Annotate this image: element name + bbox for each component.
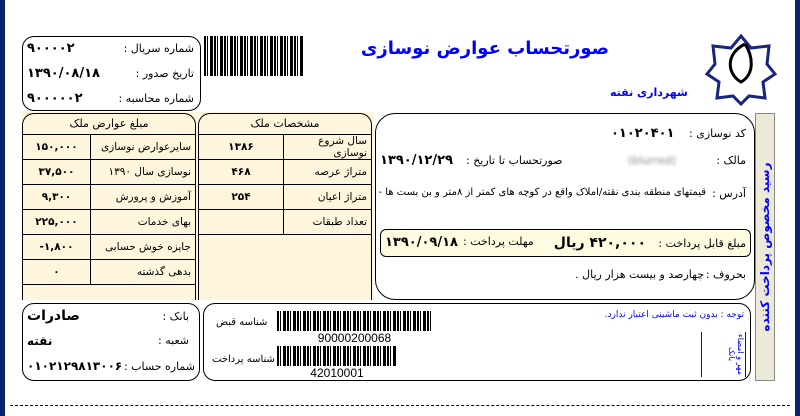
deadline-label: مهلت پرداخت : — [463, 235, 534, 248]
fee-value: ۱۵۰,۰۰۰ — [22, 134, 91, 160]
barcode — [204, 36, 304, 76]
table-row: سال شروع نوسازی ۱۳۸۶ — [198, 134, 372, 160]
fee-label: بهای خدمات — [90, 209, 196, 235]
table-row: متراژ اعیان ۲۵۴ — [198, 184, 372, 210]
fee-label: بدهی گذشته — [90, 259, 196, 285]
window-frame-right — [795, 0, 800, 416]
property-label: متراژ اعیان — [283, 184, 372, 210]
fee-value: ۱,۸۰۰- — [22, 234, 91, 260]
fee-value: ۰ — [22, 259, 91, 285]
table-row: جایزه خوش حسابی ۱,۸۰۰- — [22, 234, 196, 260]
bank-label: بانک : — [162, 310, 189, 323]
validity-note: توجه : بدون ثبت ماشینی اعتبار ندارد. — [604, 310, 744, 320]
fee-label: جایزه خوش حسابی — [90, 234, 196, 260]
fee-label: سایرعوارض نوسازی — [90, 134, 196, 160]
side-strip: رسید مخصوص پرداخت کننده — [755, 113, 775, 381]
bank-box: بانک : صادرات شعبه : نقته شماره حساب : ۰… — [22, 303, 200, 381]
payment-id-box: شناسه قبض 90000200068 شناسه پرداخت 42010… — [203, 303, 751, 381]
bill-id-barcode — [277, 311, 432, 331]
bill-id-label: شناسه قبض — [216, 317, 268, 328]
bank-stamp-area: مهر و امضاء بانک — [701, 332, 746, 377]
words-label: بحروف : — [705, 268, 746, 281]
property-value: ۲۵۴ — [198, 184, 284, 210]
address-label: آدرس : — [712, 187, 746, 200]
property-title: مشخصات ملک — [250, 117, 320, 130]
table-row: نوسازی سال ۱۳۹۰ ۳۷,۵۰۰ — [22, 159, 196, 185]
bank-value: صادرات — [27, 308, 80, 324]
info-box: شماره سریال : ۹۰۰۰۰۲ تاریخ صدور : ۱۳۹۰/۰… — [22, 36, 201, 111]
until-label: صورتحساب تا تاریخ : — [466, 154, 563, 167]
property-value: ۱۳۸۶ — [198, 134, 284, 160]
table-row: سایرعوارض نوسازی ۱۵۰,۰۰۰ — [22, 134, 196, 160]
branch-label: شعبه : — [158, 334, 189, 347]
municipality-logo — [705, 34, 777, 106]
code-value: ۰۱۰۲۰۴۰۱ — [611, 126, 675, 141]
payment-amount-box: مبلغ قابل پرداخت : ۴۲۰,۰۰۰ ریال مهلت پرد… — [380, 229, 751, 257]
table-row: آموزش و پرورش ۹,۳۰۰ — [22, 184, 196, 210]
property-table: سال شروع نوسازی ۱۳۸۶ متراژ عرصه ۴۶۸ متراژ … — [198, 134, 372, 235]
side-strip-text: رسید مخصوص پرداخت کننده — [758, 162, 772, 332]
table-row: تعداد طبقات — [198, 209, 372, 235]
account-value: ۰۱۰۲۱۲۹۸۱۳۰۰۶ — [27, 359, 123, 373]
pay-id-barcode — [277, 346, 397, 366]
issue-date-value: ۱۳۹۰/۰۸/۱۸ — [27, 66, 100, 81]
fees-box: مبلغ عوارض ملک سایرعوارض نوسازی ۱۵۰,۰۰۰ ن… — [22, 113, 196, 300]
fee-value: ۳۷,۵۰۰ — [22, 159, 91, 185]
branch-value: نقته — [27, 334, 53, 348]
words-value: چهارصد و بیست هزار ریال . — [575, 268, 704, 281]
pay-id-label: شناسه پرداخت — [212, 354, 275, 365]
fee-label: نوسازی سال ۱۳۹۰ — [90, 159, 196, 185]
pay-id-value: 42010001 — [310, 366, 364, 380]
details-box: کد نوسازی : ۰۱۰۲۰۴۰۱ مالک : (blurred) صو… — [375, 113, 755, 300]
property-label: سال شروع نوسازی — [283, 134, 372, 160]
issue-date-label: تاریخ صدور : — [135, 67, 194, 80]
fee-value: ۹,۳۰۰ — [22, 184, 91, 210]
address-value: قیمتهای منطقه بندی نقته/املاک واقع در کو… — [378, 187, 706, 198]
property-label: متراژ عرصه — [283, 159, 372, 185]
municipality-name: شهرداری نقته — [610, 86, 688, 99]
property-value: ۴۶۸ — [198, 159, 284, 185]
property-label: تعداد طبقات — [283, 209, 372, 235]
table-row: بدهی گذشته ۰ — [22, 259, 196, 285]
table-row: متراژ عرصه ۴۶۸ — [198, 159, 372, 185]
amount-value: ۴۲۰,۰۰۰ ریال — [553, 235, 646, 251]
amount-label: مبلغ قابل پرداخت : — [658, 237, 746, 250]
serial-label: شماره سریال : — [123, 42, 194, 55]
property-box: مشخصات ملک سال شروع نوسازی ۱۳۸۶ متراژ عرص… — [198, 113, 372, 300]
fees-title: مبلغ عوارض ملک — [69, 117, 149, 130]
deadline-value: ۱۳۹۰/۰۹/۱۸ — [385, 235, 458, 250]
fee-value: ۲۲۵,۰۰۰ — [22, 209, 91, 235]
fees-table: سایرعوارض نوسازی ۱۵۰,۰۰۰ نوسازی سال ۱۳۹۰ ۳… — [22, 134, 196, 285]
table-row: بهای خدمات ۲۲۵,۰۰۰ — [22, 209, 196, 235]
bill-id-value: 90000200068 — [317, 331, 392, 345]
window-frame-left — [0, 0, 5, 416]
owner-label: مالک : — [716, 154, 746, 167]
account-no-label: شماره محاسبه : — [118, 92, 194, 105]
page-title: صورتحساب عوارض نوسازی — [360, 38, 610, 59]
cut-line — [10, 405, 790, 406]
until-value: ۱۳۹۰/۱۲/۲۹ — [380, 153, 453, 168]
property-value — [198, 209, 284, 235]
account-no-value: ۹۰۰۰۰۰۲ — [27, 91, 83, 106]
account-label: شماره حساب : — [123, 360, 195, 373]
code-label: کد نوسازی : — [689, 127, 746, 140]
serial-value: ۹۰۰۰۰۲ — [27, 41, 75, 56]
fee-label: آموزش و پرورش — [90, 184, 196, 210]
owner-value-blurred: (blurred) — [628, 154, 676, 167]
